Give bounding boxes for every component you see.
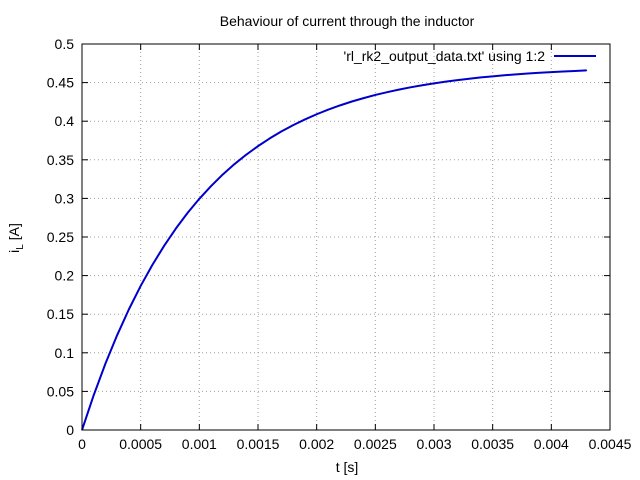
data-point <box>480 76 482 79</box>
data-point <box>562 70 564 73</box>
data-point <box>492 75 494 77</box>
data-point <box>257 145 259 147</box>
grid <box>82 44 610 430</box>
x-tick-label: 0 <box>78 436 86 452</box>
y-tick-label: 0.4 <box>55 113 75 129</box>
data-point <box>116 334 118 336</box>
axis-ticks <box>81 43 611 431</box>
y-axis-label-unit: [A] <box>6 223 22 240</box>
data-point <box>269 137 271 140</box>
data-point <box>187 212 189 214</box>
y-tick-label: 0.35 <box>47 152 74 168</box>
data-point <box>198 198 200 200</box>
data-point <box>351 100 353 103</box>
y-tick-label: 0.05 <box>47 383 74 399</box>
legend-label: 'rl_rk2_output_data.txt' using 1:2 <box>344 48 546 64</box>
data-point <box>339 104 341 106</box>
x-tick-label: 0.0045 <box>589 436 632 452</box>
data-point <box>151 264 153 266</box>
data-point <box>527 72 529 75</box>
series-layer <box>81 69 588 431</box>
data-point <box>398 89 400 91</box>
data-point <box>210 185 212 187</box>
x-tick-label: 0.0025 <box>354 436 397 452</box>
data-point <box>233 163 236 165</box>
data-point <box>292 124 294 126</box>
plot-frame <box>81 43 611 431</box>
data-point <box>468 78 470 80</box>
data-point <box>363 97 365 99</box>
data-point <box>421 84 423 86</box>
data-point <box>140 285 142 287</box>
data-point <box>128 308 130 310</box>
y-axis-label-subscript: L <box>15 244 26 250</box>
data-point <box>316 113 318 115</box>
y-axis-label: iL [A] <box>6 223 26 253</box>
data-point <box>539 72 541 74</box>
x-tick-label: 0.001 <box>182 436 217 452</box>
data-point <box>445 81 447 83</box>
y-tick-label: 0.5 <box>55 36 75 52</box>
x-tick-label: 0.003 <box>416 436 451 452</box>
legend: 'rl_rk2_output_data.txt' using 1:2 <box>344 48 596 64</box>
y-tick-label: 0.25 <box>47 229 74 245</box>
data-point <box>245 154 247 156</box>
x-tick-label: 0.0035 <box>471 436 514 452</box>
y-tick-label: 0 <box>66 422 74 438</box>
data-point <box>503 74 505 76</box>
data-point <box>104 362 107 365</box>
data-point <box>304 118 306 121</box>
x-tick-label: 0.002 <box>299 436 334 452</box>
chart-title: Behaviour of current through the inducto… <box>220 13 475 29</box>
data-point <box>574 70 576 72</box>
tick-labels: 0 0.0005 0.001 0.0015 0.002 0.0025 0.003 0.0035… <box>47 36 632 452</box>
data-point <box>409 86 412 88</box>
y-axis-label-main: i <box>6 250 22 253</box>
data-point <box>585 69 588 71</box>
y-tick-label: 0.2 <box>55 268 75 284</box>
data-point <box>175 227 177 230</box>
data-point <box>327 108 329 111</box>
data-point <box>222 173 224 176</box>
data-point <box>433 82 435 84</box>
x-tick-label: 0.0005 <box>119 436 162 452</box>
x-axis-label: t [s] <box>336 459 359 475</box>
y-tick-label: 0.3 <box>55 190 75 206</box>
data-point <box>280 130 283 132</box>
y-tick-label: 0.15 <box>47 306 74 322</box>
data-point <box>515 73 517 75</box>
data-point <box>93 394 95 396</box>
data-point <box>163 245 165 247</box>
data-point <box>386 91 388 93</box>
data-point <box>550 71 552 73</box>
series-line-0 <box>81 69 587 431</box>
y-tick-label: 0.1 <box>55 345 75 361</box>
y-tick-label: 0.45 <box>47 75 74 91</box>
x-tick-label: 0.0015 <box>237 436 280 452</box>
x-tick-label: 0.004 <box>534 436 569 452</box>
data-point <box>456 79 459 81</box>
data-point <box>374 94 376 96</box>
